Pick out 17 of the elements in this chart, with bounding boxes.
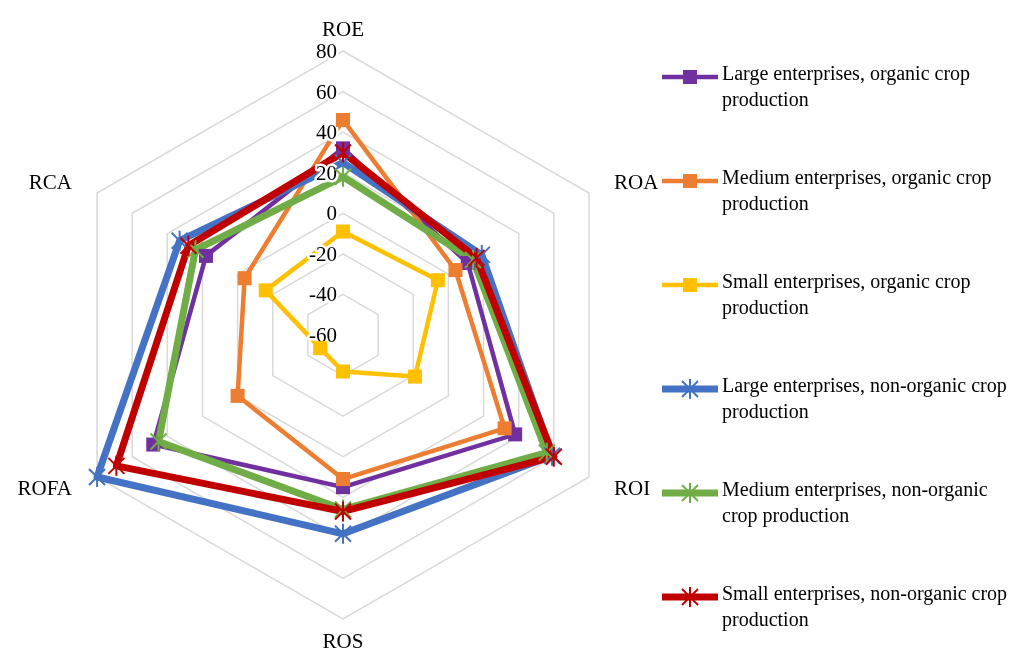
spoke-label: ROI (614, 476, 651, 500)
legend-label: Large enterprises, non-organic crop production (722, 373, 1008, 424)
legend-label: Medium enterprises, non-organic crop production (722, 477, 989, 528)
y-tick-label: 0 (326, 201, 337, 226)
legend-label: Medium enterprises, organic crop production (722, 165, 993, 216)
spoke-label: ROFA (17, 476, 73, 500)
legend-label: Small enterprises, non-organic crop production (722, 581, 1009, 632)
y-tick-label: -60 (309, 323, 337, 347)
y-tick-label: 60 (316, 79, 337, 104)
legend-label: Small enterprises, organic crop production (722, 269, 972, 320)
spoke-label: ROS (322, 629, 364, 653)
spoke-label: RCA (28, 170, 73, 194)
spoke-label: ROA (614, 170, 660, 194)
y-tick-label: 80 (316, 39, 337, 63)
legend-label: Large enterprises, organic crop production (722, 61, 972, 112)
y-tick-label: -40 (309, 282, 337, 307)
spoke-label: ROE (322, 17, 364, 41)
